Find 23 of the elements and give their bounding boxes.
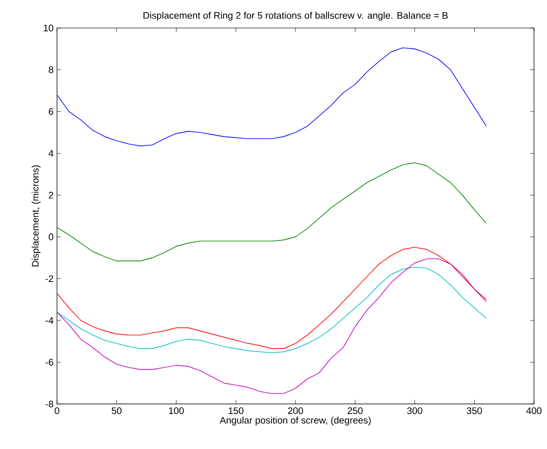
y-tick-label: -8	[46, 400, 54, 408]
x-tick-label: 300	[407, 407, 422, 414]
y-tick-label: 8	[48, 66, 54, 74]
y-tick-label: 4	[48, 150, 54, 157]
y-axis-title: Displacement, (microns)	[32, 165, 41, 266]
x-tick-label: 150	[228, 407, 244, 414]
y-tick-label: 2	[48, 192, 54, 198]
x-axis-title: Angular position of screw, (degrees)	[220, 416, 371, 426]
x-tick-label: 400	[526, 407, 542, 414]
y-tick-label: 10	[44, 24, 54, 32]
x-tick-label: 200	[288, 407, 304, 414]
y-tick-label: 0	[48, 234, 54, 240]
y-tick-label: 6	[48, 108, 54, 115]
x-tick-label: 50	[112, 407, 122, 414]
x-tick-label: 250	[348, 407, 363, 414]
line-series	[57, 258, 487, 394]
x-tick-label: 100	[169, 407, 184, 414]
x-tick-label: 0	[54, 407, 60, 414]
y-tick-label: -2	[46, 275, 54, 282]
chart-title: Displacement of Ring 2 for 5 rotations of ballscrew v. angle. Balance = B	[144, 12, 448, 21]
y-tick-label: -4	[46, 317, 54, 324]
x-tick-label: 350	[466, 407, 482, 414]
y-tick-label: -6	[46, 358, 54, 366]
